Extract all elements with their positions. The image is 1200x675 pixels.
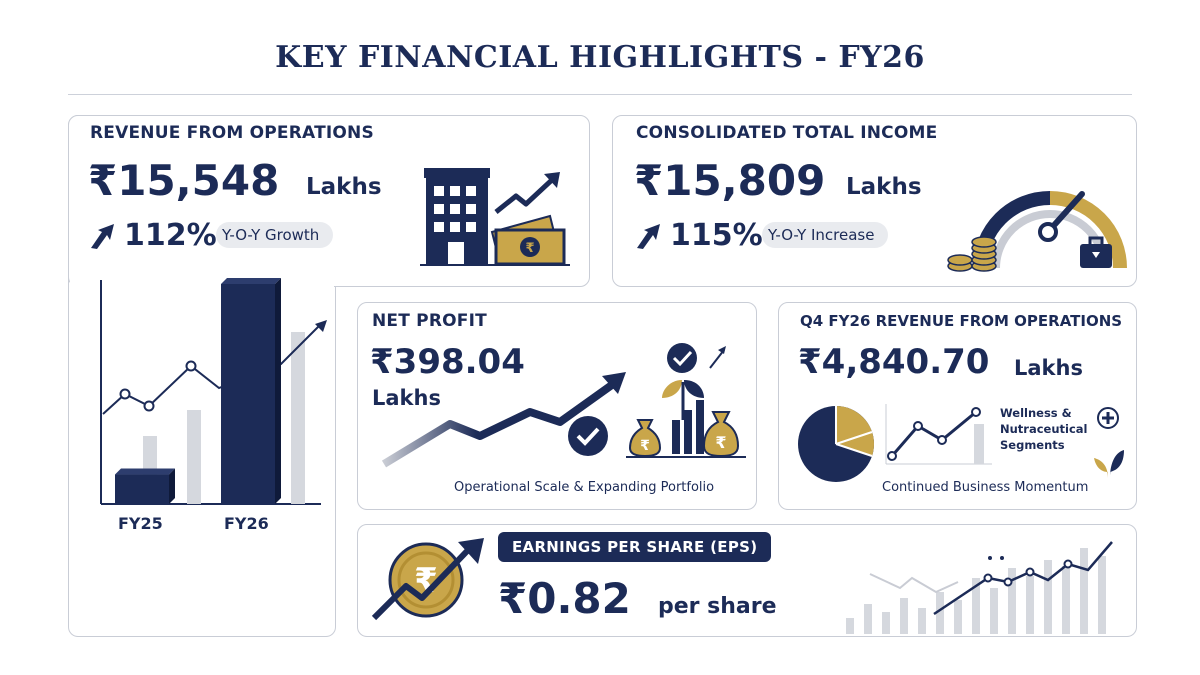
pie-chart-icon [798,406,874,482]
baseline [420,264,570,266]
plus-icon [1097,407,1119,429]
leaf-icon [1094,450,1124,478]
chart-trend-point [185,360,197,372]
q4-value: ₹4,840.70 [798,342,990,382]
title-divider [68,94,1132,95]
trend-arrow-icon [371,538,484,621]
money-bag-icon: ₹ [628,419,662,458]
eps-unit: per share [658,594,777,619]
plant-baseline [626,456,746,458]
eps-badge: EARNINGS PER SHARE (EPS) [498,532,772,562]
chart-trend-arrowhead [315,320,327,332]
money-bag-icon: ₹ [702,411,740,458]
revenue-bar-chart [100,278,327,505]
line-chart-icon [885,404,992,465]
q4-caption: Continued Business Momentum [882,480,1089,495]
page-title: KEY FINANCIAL HIGHLIGHTS - FY26 [275,40,925,75]
plant-icon [662,343,726,454]
svg-text:₹: ₹ [640,438,650,454]
coins-icon [947,236,997,272]
net-profit-label: NET PROFIT [372,311,487,331]
q4-segment-text: Wellness & Nutraceutical Segments [1000,406,1088,452]
bar-label-fy25: FY25 [118,514,163,533]
bar-label-fy26: FY26 [224,514,269,533]
income-growth-pill: Y-O-Y Increase [762,222,889,248]
background-bar [291,332,305,504]
net-profit-card [357,302,757,510]
bar-top-face [221,278,281,284]
q4-unit: Lakhs [1014,356,1083,380]
bar-side-face [169,468,175,504]
chart-trend-point [143,400,155,412]
income-unit: Lakhs [846,174,922,200]
trend-arrow-icon [494,172,560,214]
income-label: CONSOLIDATED TOTAL INCOME [636,123,938,143]
background-bar [187,410,201,504]
income-growth-text: Y-O-Y Increase [768,226,875,244]
building-icon [424,168,490,264]
revenue-growth-pill: Y-O-Y Growth [216,222,334,248]
growth-arrow-icon [91,224,114,249]
income-growth-pct: 115% [670,218,763,253]
net-profit-caption: Operational Scale & Expanding Portfolio [454,480,715,495]
growth-arrow-icon [637,224,660,249]
briefcase-icon [1080,236,1112,268]
revenue-value: ₹15,548 [88,156,280,205]
bar-fy25 [115,474,169,504]
net-profit-unit: Lakhs [372,386,441,410]
svg-text:₹: ₹ [715,433,726,452]
money-icon: ₹ [490,214,566,266]
revenue-growth-pct: 112% [124,218,217,253]
bar-side-face [275,278,281,504]
income-value: ₹15,809 [634,156,826,205]
chart-trend-point [119,388,131,400]
bar-fy26 [221,284,275,504]
svg-text:₹: ₹ [525,241,534,256]
bar-top-face [115,468,175,475]
bar-chart-icon [846,541,1113,634]
revenue-unit: Lakhs [306,174,382,200]
q4-label: Q4 FY26 REVENUE FROM OPERATIONS [800,312,1123,330]
eps-value: ₹0.82 [498,574,631,623]
trend-arrow-icon [381,372,626,468]
revenue-growth-text: Y-O-Y Growth [222,226,320,244]
checkmark-icon [568,416,608,456]
net-profit-value: ₹398.04 [370,342,525,382]
revenue-label: REVENUE FROM OPERATIONS [90,123,374,143]
chart-trend-line [102,323,322,415]
